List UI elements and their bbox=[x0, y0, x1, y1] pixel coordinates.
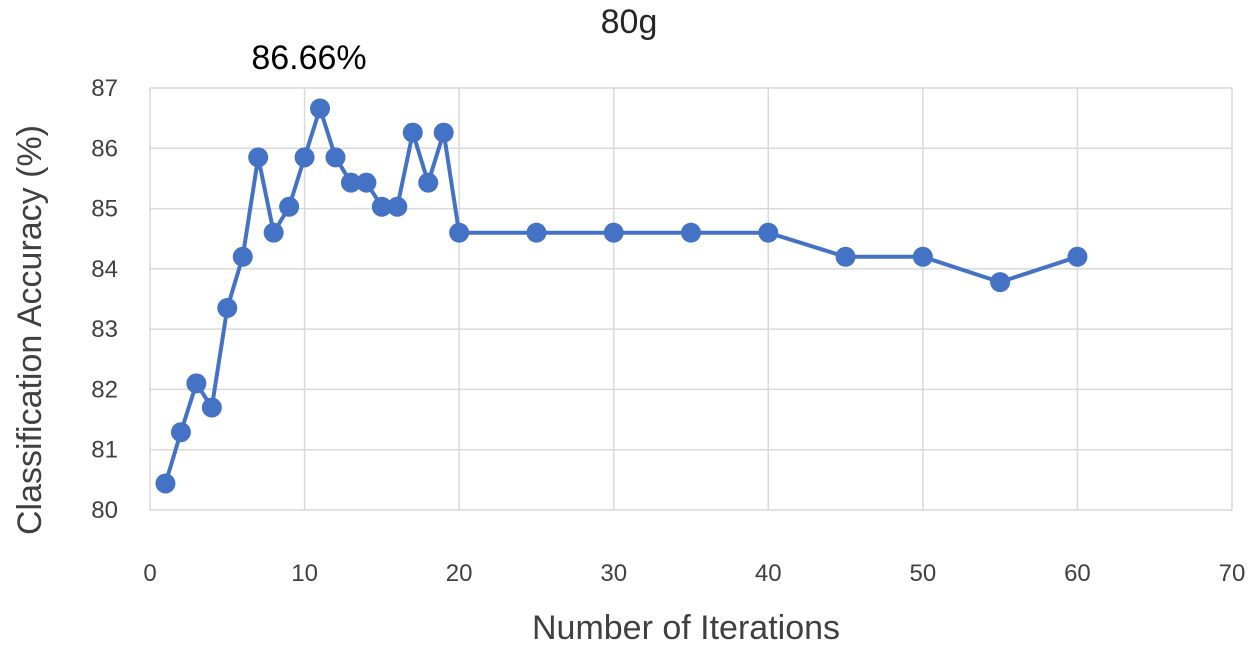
data-point bbox=[387, 196, 408, 217]
data-point bbox=[526, 222, 547, 243]
tick-labels: 80 81 82 83 84 85 86 87 0 10 20 30 40 50 60 70 bbox=[91, 75, 1245, 587]
data-point bbox=[402, 122, 423, 143]
chart-title: 80g bbox=[601, 3, 658, 41]
x-tick-label: 50 bbox=[910, 560, 937, 587]
data-point bbox=[433, 122, 454, 143]
series-layer bbox=[155, 98, 1088, 494]
data-point bbox=[279, 196, 300, 217]
y-axis-title: Classification Accuracy (%) bbox=[11, 125, 49, 535]
x-tick-label: 20 bbox=[446, 560, 473, 587]
data-point bbox=[170, 422, 191, 443]
data-point bbox=[232, 246, 253, 267]
data-point bbox=[201, 397, 222, 418]
data-point bbox=[263, 222, 284, 243]
data-point bbox=[912, 246, 933, 267]
data-point bbox=[248, 147, 269, 168]
data-point bbox=[186, 373, 207, 394]
data-point bbox=[990, 272, 1011, 293]
data-point bbox=[155, 473, 176, 494]
y-tick-label: 87 bbox=[91, 75, 118, 102]
y-tick-label: 84 bbox=[91, 256, 118, 283]
x-tick-label: 0 bbox=[143, 560, 156, 587]
data-point bbox=[294, 147, 315, 168]
y-tick-label: 80 bbox=[91, 497, 118, 524]
data-point bbox=[418, 172, 439, 193]
x-tick-label: 10 bbox=[291, 560, 318, 587]
gridlines bbox=[149, 87, 1233, 511]
y-tick-label: 81 bbox=[91, 437, 118, 464]
data-point bbox=[325, 147, 346, 168]
x-axis-title: Number of Iterations bbox=[532, 609, 840, 644]
data-point bbox=[310, 98, 331, 119]
data-point bbox=[340, 172, 361, 193]
data-point bbox=[603, 222, 624, 243]
series-line bbox=[163, 106, 1079, 485]
x-tick-label: 40 bbox=[755, 560, 782, 587]
data-point bbox=[371, 196, 392, 217]
data-point bbox=[217, 298, 238, 319]
peak-annotation: 86.66% bbox=[251, 39, 366, 77]
y-tick-label: 83 bbox=[91, 316, 118, 343]
y-tick-label: 85 bbox=[91, 196, 118, 223]
data-point bbox=[449, 222, 470, 243]
data-point bbox=[681, 222, 701, 243]
data-point bbox=[356, 172, 377, 193]
x-tick-label: 30 bbox=[600, 560, 627, 587]
data-point bbox=[1067, 246, 1088, 267]
x-tick-label: 70 bbox=[1219, 560, 1246, 587]
x-tick-label: 60 bbox=[1064, 560, 1091, 587]
y-tick-label: 86 bbox=[91, 135, 118, 162]
data-point bbox=[835, 246, 856, 267]
data-point bbox=[758, 222, 779, 243]
y-tick-label: 82 bbox=[91, 376, 118, 403]
